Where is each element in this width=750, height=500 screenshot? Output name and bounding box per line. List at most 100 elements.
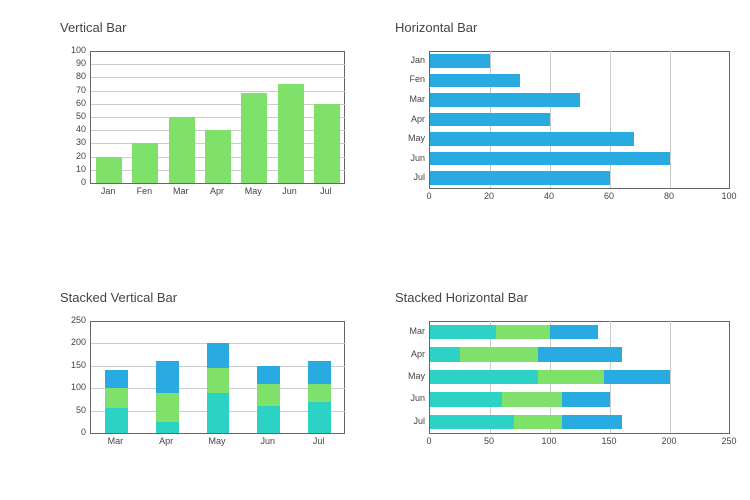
x-tick-label: 0: [414, 192, 444, 201]
bar-segment: [257, 384, 280, 406]
bar-segment: [156, 393, 179, 422]
bar-segment: [430, 325, 496, 340]
y-category-label: Apr: [395, 350, 425, 359]
bar: [96, 157, 122, 183]
stacked-bar: [430, 392, 730, 407]
x-tick-label: 20: [474, 192, 504, 201]
vertical-bar-panel: Vertical Bar 0102030405060708090100JanFe…: [60, 20, 350, 199]
y-category-label: Jul: [395, 173, 425, 182]
stacked-bar: [430, 347, 730, 362]
bar: [430, 113, 550, 127]
bar-segment: [550, 325, 598, 340]
x-category-label: Apr: [149, 437, 183, 446]
bar: [430, 54, 490, 68]
horizontal-bar-chart: 020406080100JanFenMarAprMayJunJul: [395, 49, 735, 204]
bar-segment: [562, 392, 610, 407]
y-tick-label: 100: [58, 46, 86, 55]
y-tick-label: 50: [58, 112, 86, 121]
x-tick-label: 100: [714, 192, 744, 201]
horizontal-bar-panel: Horizontal Bar 020406080100JanFenMarAprM…: [395, 20, 735, 204]
x-category-label: Jun: [273, 187, 307, 196]
bar-segment: [308, 402, 331, 433]
horizontal-bar-title: Horizontal Bar: [395, 20, 735, 35]
x-category-label: Apr: [200, 187, 234, 196]
plot-area: [429, 321, 730, 434]
y-category-label: Mar: [395, 95, 425, 104]
stacked-horizontal-bar-title: Stacked Horizontal Bar: [395, 290, 735, 305]
stacked-bar: [430, 415, 730, 430]
y-tick-label: 80: [58, 72, 86, 81]
bar: [169, 117, 195, 183]
x-tick-label: 40: [534, 192, 564, 201]
stacked-vertical-bar-title: Stacked Vertical Bar: [60, 290, 350, 305]
plot-area: [429, 51, 730, 189]
bar-segment: [430, 347, 460, 362]
y-category-label: Mar: [395, 327, 425, 336]
x-tick-label: 100: [534, 437, 564, 446]
stacked-bar: [257, 321, 280, 433]
plot-area: [90, 51, 345, 184]
x-category-label: May: [236, 187, 270, 196]
bar-segment: [538, 370, 604, 385]
y-category-label: Apr: [395, 115, 425, 124]
vertical-bar-title: Vertical Bar: [60, 20, 350, 35]
stacked-bar: [430, 325, 730, 340]
bar-segment: [430, 415, 514, 430]
bar: [314, 104, 340, 183]
bar-segment: [207, 343, 230, 368]
x-tick-label: 200: [654, 437, 684, 446]
stacked-horizontal-bar-panel: Stacked Horizontal Bar 050100150200250Ma…: [395, 290, 735, 449]
y-tick-label: 60: [58, 99, 86, 108]
bar: [430, 152, 670, 166]
bar: [205, 130, 231, 183]
stacked-bar: [156, 321, 179, 433]
bar-segment: [207, 368, 230, 393]
bar-segment: [502, 392, 562, 407]
x-category-label: Jun: [251, 437, 285, 446]
bar-segment: [562, 415, 622, 430]
bar: [241, 93, 267, 183]
y-tick-label: 40: [58, 125, 86, 134]
y-tick-label: 150: [58, 361, 86, 370]
bar-segment: [496, 325, 550, 340]
y-tick-label: 0: [58, 428, 86, 437]
stacked-vertical-bar-chart: 050100150200250MarAprMayJunJul: [60, 319, 350, 449]
bar-segment: [257, 406, 280, 433]
y-category-label: Jul: [395, 417, 425, 426]
stacked-bar: [308, 321, 331, 433]
bar-segment: [514, 415, 562, 430]
x-tick-label: 50: [474, 437, 504, 446]
x-tick-label: 150: [594, 437, 624, 446]
stacked-bar: [207, 321, 230, 433]
bar-segment: [430, 392, 502, 407]
bar-segment: [105, 388, 128, 408]
y-category-label: Jun: [395, 394, 425, 403]
bar-segment: [257, 366, 280, 384]
y-tick-label: 0: [58, 178, 86, 187]
bar: [430, 132, 634, 146]
bar-segment: [105, 408, 128, 433]
bar-segment: [604, 370, 670, 385]
x-tick-label: 60: [594, 192, 624, 201]
y-tick-label: 50: [58, 406, 86, 415]
y-tick-label: 30: [58, 138, 86, 147]
y-tick-label: 20: [58, 152, 86, 161]
x-tick-label: 80: [654, 192, 684, 201]
bar-segment: [207, 393, 230, 433]
bar-segment: [538, 347, 622, 362]
dashboard-grid: Vertical Bar 0102030405060708090100JanFe…: [0, 0, 750, 500]
vertical-bar-chart: 0102030405060708090100JanFenMarAprMayJun…: [60, 49, 350, 199]
bar-segment: [156, 361, 179, 392]
bar: [430, 93, 580, 107]
y-tick-label: 10: [58, 165, 86, 174]
bar: [430, 74, 520, 88]
y-tick-label: 100: [58, 383, 86, 392]
bar-segment: [105, 370, 128, 388]
x-tick-label: 0: [414, 437, 444, 446]
stacked-bar: [430, 370, 730, 385]
bar: [278, 84, 304, 183]
y-tick-label: 250: [58, 316, 86, 325]
bar-segment: [308, 361, 331, 383]
stacked-bar: [105, 321, 128, 433]
x-category-label: Jul: [302, 437, 336, 446]
